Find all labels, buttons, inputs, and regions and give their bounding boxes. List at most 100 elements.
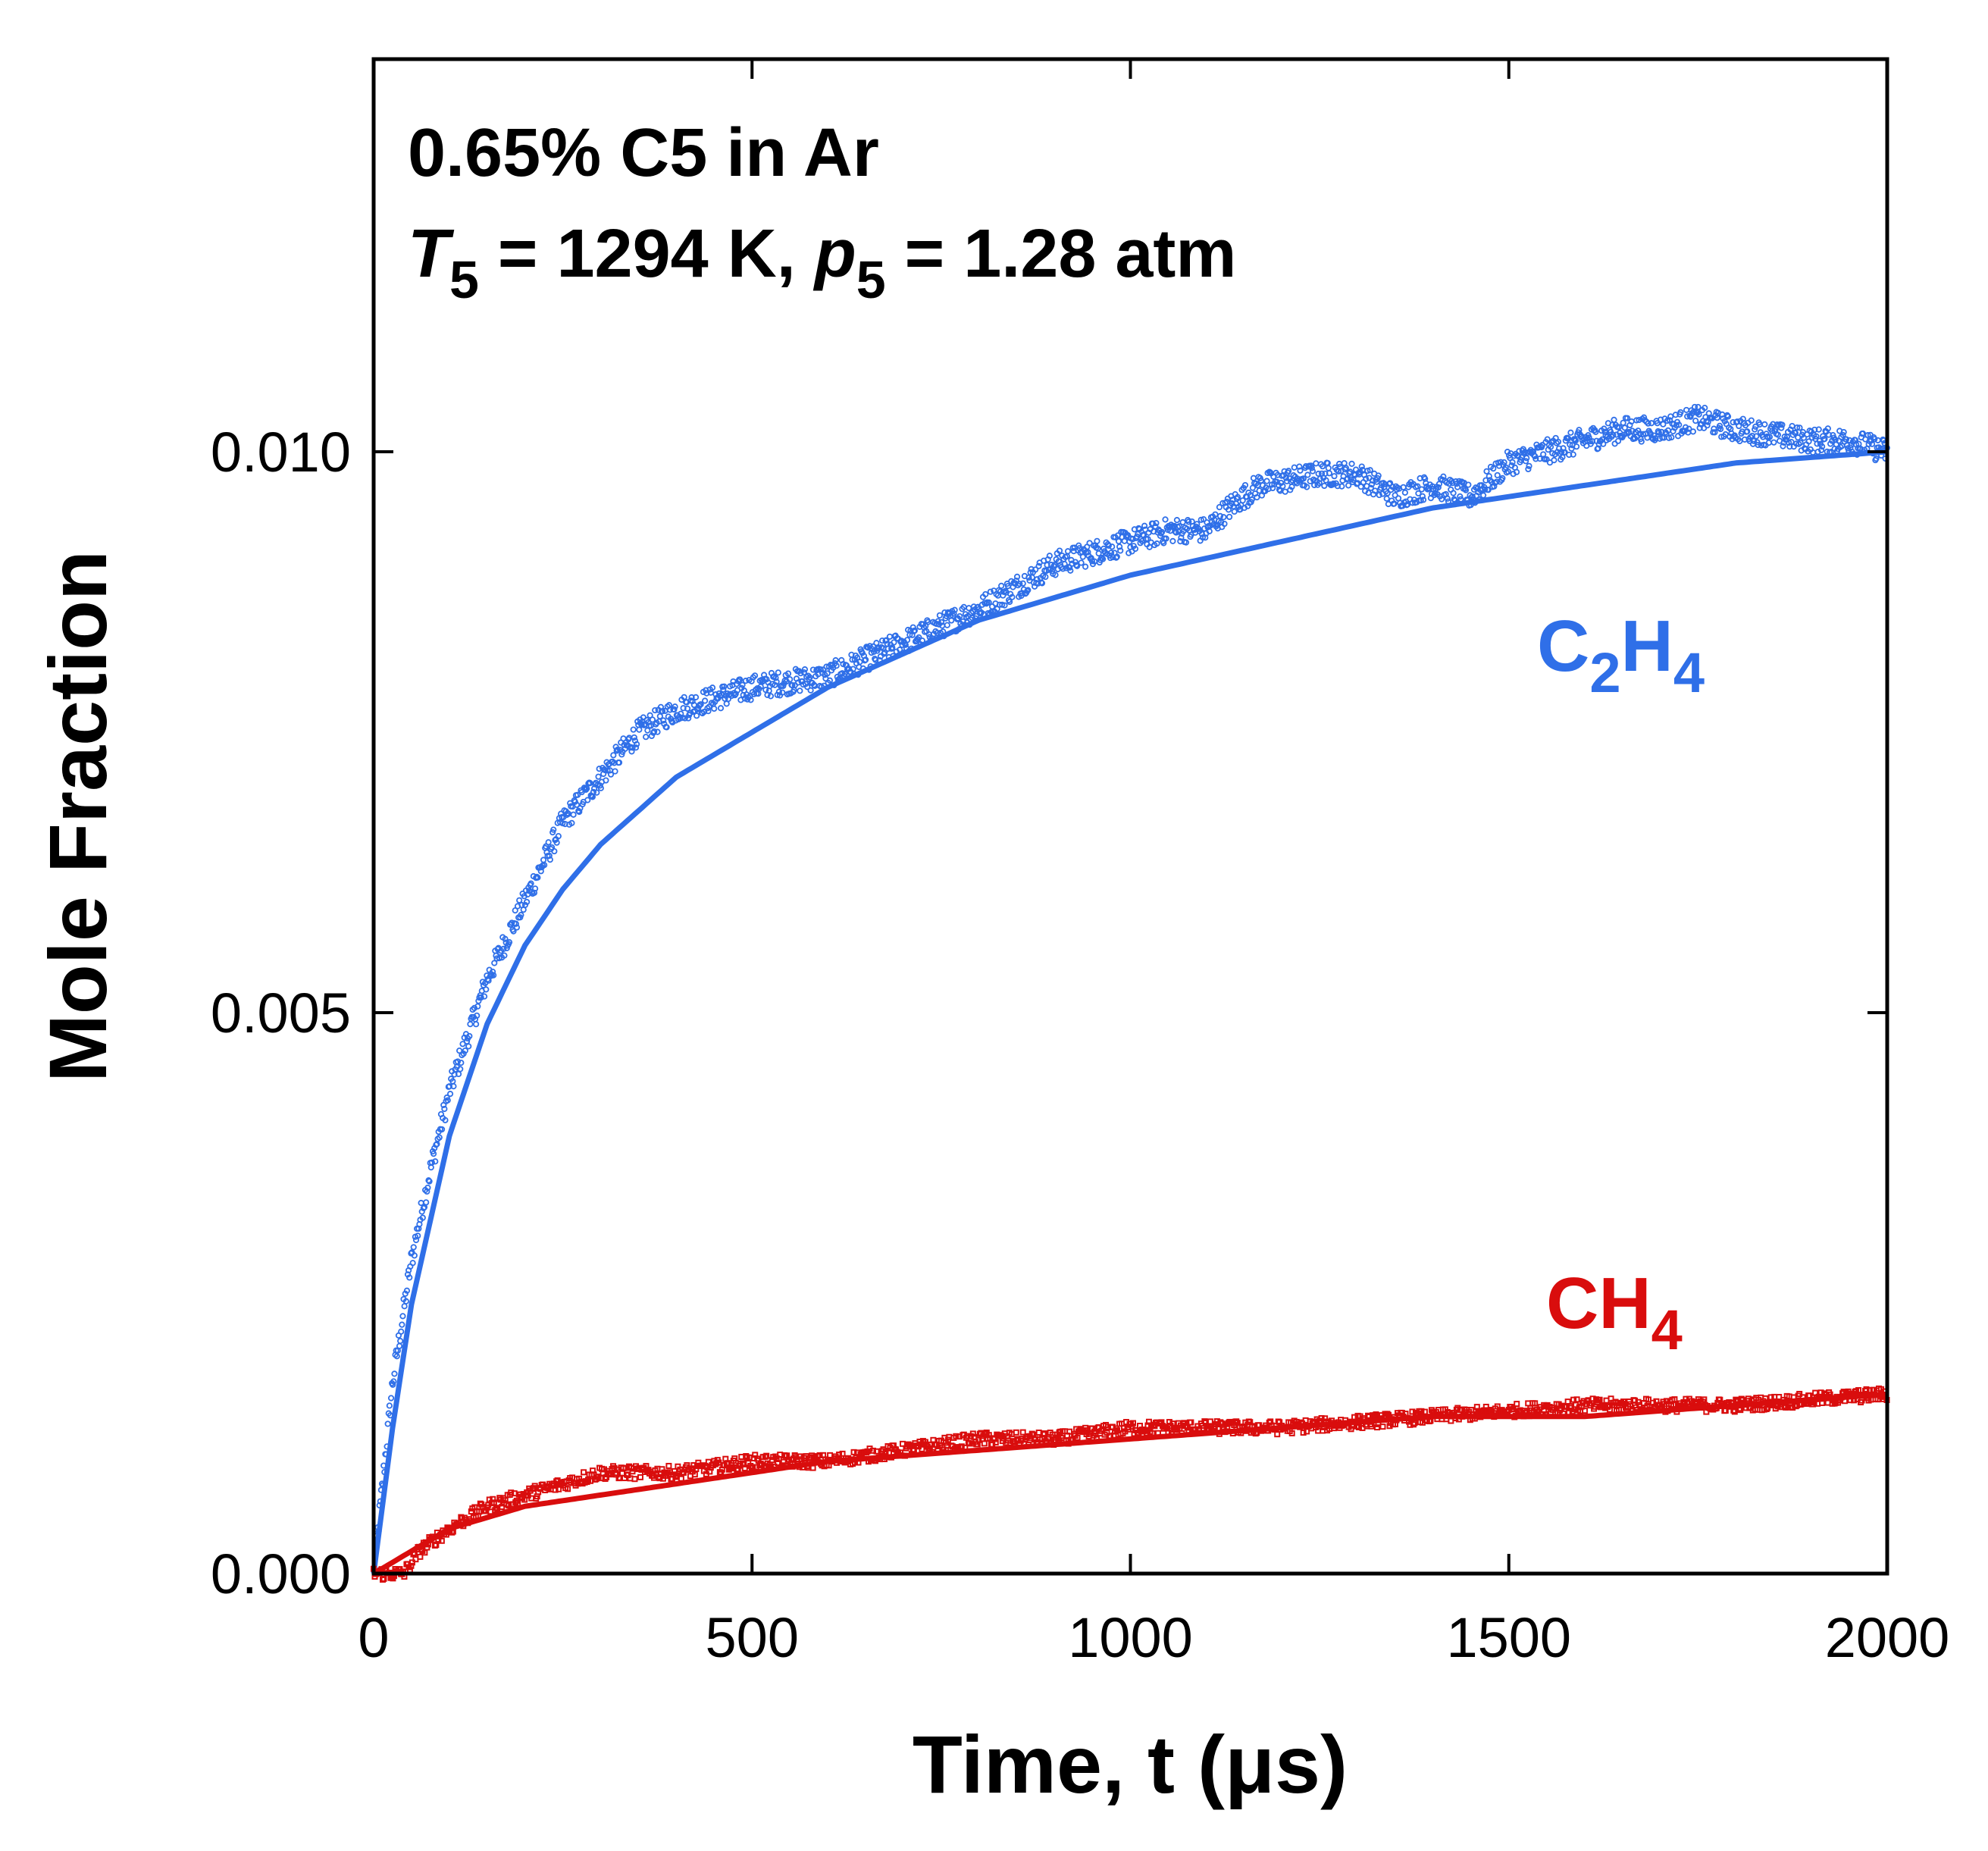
ch4-measured-marker [1129, 1420, 1136, 1427]
c2h4-measured-marker [684, 705, 691, 713]
ch4-measured-marker [836, 1452, 843, 1458]
c2h4-measured-marker [1716, 422, 1723, 429]
annotation-line2: T5 = 1294 K, p5 = 1.28 atm [408, 216, 1236, 309]
c2h4-measured-marker [891, 639, 897, 646]
c2h4-measured-marker [762, 686, 769, 694]
c2h4-measured-marker [1702, 405, 1708, 412]
c2h4-measured-marker [1100, 556, 1107, 562]
c2h4-measured-marker [442, 1117, 449, 1123]
c2h4-measured-marker [446, 1083, 453, 1090]
c2h4-measured-marker [436, 1134, 443, 1141]
c2h4-measured-marker [419, 1214, 426, 1221]
ch4-measured-marker [1596, 1396, 1603, 1403]
ch4-measured-marker [1019, 1429, 1026, 1436]
c2h4-measured-marker [607, 771, 615, 778]
c2h4-measured-marker [1226, 513, 1233, 521]
c2h4-measured-marker [1159, 528, 1166, 536]
c2h4-measured-marker [1182, 539, 1190, 546]
ch4-measured-marker [969, 1430, 976, 1437]
c2h4-measured-marker [671, 706, 678, 713]
c2h4-measured-marker [399, 1313, 406, 1320]
c2h4-measured-marker [1761, 421, 1768, 428]
c2h4-measured-marker [1704, 422, 1711, 429]
ch4-measured-marker [409, 1559, 415, 1566]
ch4-measured-marker [1274, 1431, 1281, 1438]
c2h4-measured-marker [472, 1021, 480, 1028]
ch4-measured-marker [631, 1476, 638, 1483]
c2h4-measured-marker [685, 715, 692, 722]
c2h4-measured-marker [534, 874, 541, 881]
c2h4-measured-marker [1755, 441, 1761, 449]
ch4-measured-marker [728, 1465, 734, 1472]
c2h4-measured-marker [1132, 545, 1139, 553]
c2h4-measured-marker [391, 1370, 398, 1377]
ch4-measured-marker [981, 1440, 988, 1447]
c2h4-measured-marker [636, 726, 643, 733]
c2h4-measured-marker [1297, 467, 1304, 474]
c2h4-measured-marker [936, 612, 943, 619]
ch4-measured-marker [1398, 1410, 1405, 1417]
c2h4-measured-marker [460, 1051, 467, 1057]
c2h4-measured-marker [1082, 563, 1089, 570]
c2h4-measured-marker [1842, 436, 1850, 443]
c2h4-measured-marker [1221, 520, 1228, 528]
c2h4-measured-marker [1135, 525, 1142, 532]
c2h4-measured-marker [1173, 517, 1181, 524]
c2h4-measured-marker [801, 666, 809, 673]
c2h4-measured-marker [1321, 482, 1328, 490]
c2h4-measured-marker [1494, 471, 1501, 479]
c2h4-measured-marker [742, 678, 750, 684]
ch4-measured-marker [1028, 1430, 1035, 1437]
c2h4-measured-marker [433, 1142, 440, 1148]
c2h4-measured-marker [1796, 424, 1803, 431]
c2h4-measured-marker [446, 1091, 454, 1098]
y-axis-title: Mole Fraction [32, 550, 124, 1082]
c2h4-measured-marker [1573, 443, 1580, 450]
c2h4-measured-marker [951, 606, 958, 613]
c2h4-measured-marker [1450, 490, 1457, 496]
c2h4-measured-marker [646, 712, 653, 719]
c2h4-measured-marker [1113, 553, 1120, 560]
c2h4-measured-marker [513, 924, 521, 931]
c2h4-measured-marker [649, 716, 656, 723]
ch4-measured-marker [909, 1446, 916, 1453]
c2h4-measured-marker [490, 972, 497, 979]
c2h4-measured-marker [1384, 490, 1391, 496]
c2h4-measured-marker [1686, 425, 1692, 432]
x-axis-title: Time, t (μs) [913, 1718, 1348, 1810]
c2h4-measured-marker [390, 1381, 396, 1388]
ch4-measured-marker [1144, 1422, 1151, 1429]
axis-ticks [372, 59, 1889, 1575]
c2h4-measured-marker [1316, 475, 1323, 482]
c2h4-measured-marker [1752, 426, 1758, 433]
c2h4-measured-marker [1462, 487, 1470, 493]
c2h4-measured-marker [541, 862, 548, 869]
ch4-measured-marker [1411, 1420, 1418, 1427]
c2h4-measured-marker [615, 759, 623, 766]
c2h4-measured-marker [1829, 437, 1836, 444]
c2h4-measured-marker [934, 629, 941, 637]
c2h4-measured-marker [702, 697, 709, 704]
c2h4-measured-marker [387, 1395, 395, 1402]
c2h4-measured-marker [833, 662, 840, 669]
c2h4-measured-marker [1677, 409, 1684, 416]
c2h4-measured-marker [1094, 537, 1100, 544]
c2h4-measured-marker [1345, 482, 1352, 489]
c2h4-measured-marker [432, 1158, 439, 1165]
ch4-measured-marker [408, 1562, 415, 1569]
ch4-measured-marker [1731, 1408, 1738, 1415]
c2h4-measured-marker [1125, 531, 1132, 539]
ch4-measured-marker [1796, 1390, 1803, 1397]
c2h4-measured-marker [1444, 495, 1451, 502]
c2h4-measured-marker [456, 1047, 463, 1054]
plot-content [370, 403, 1890, 1583]
c2h4-measured-marker [415, 1232, 421, 1239]
c2h4-measured-marker [1231, 508, 1238, 515]
c2h4-measured-marker [1554, 438, 1562, 446]
c2h4-measured-marker [1668, 434, 1675, 441]
c2h4-measured-marker [693, 713, 700, 719]
ch4-measured-marker [975, 1436, 982, 1443]
c2h4-measured-marker [573, 801, 581, 808]
ch4-measured-marker [1421, 1408, 1428, 1415]
c2h4-measured-marker [883, 637, 890, 644]
